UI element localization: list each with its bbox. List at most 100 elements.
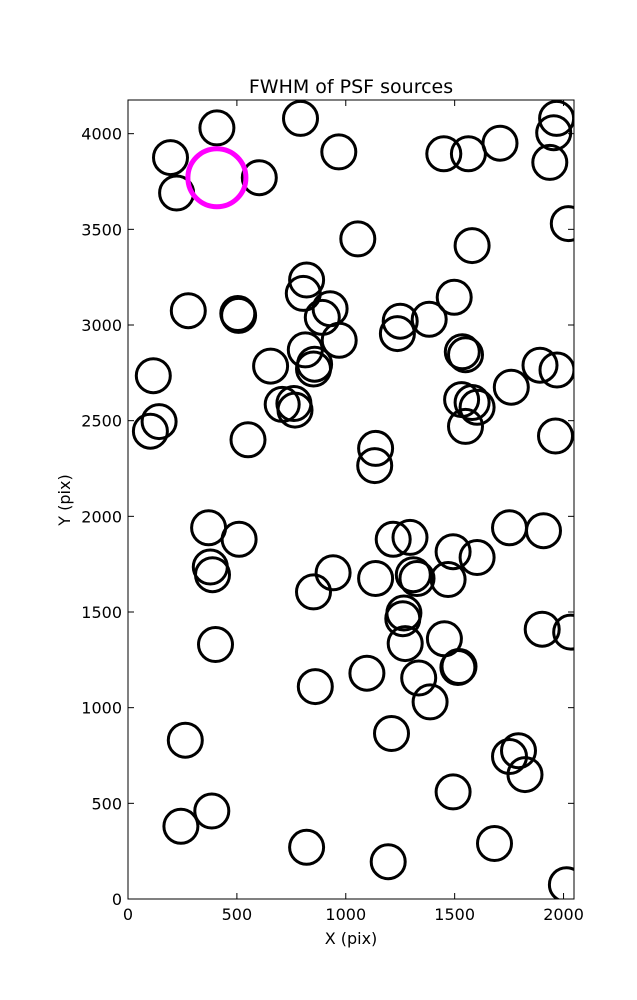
data-point-54 bbox=[391, 518, 429, 556]
data-point-1 bbox=[198, 109, 236, 147]
data-point-6 bbox=[320, 133, 358, 171]
data-point-56 bbox=[525, 512, 562, 550]
data-point-51 bbox=[190, 509, 228, 547]
data-point-11 bbox=[535, 114, 573, 152]
data-point-3 bbox=[152, 139, 189, 177]
data-point-16 bbox=[288, 261, 326, 299]
data-point-84 bbox=[166, 721, 204, 759]
data-point-12 bbox=[531, 143, 569, 181]
scatter-points bbox=[131, 100, 574, 899]
data-point-48 bbox=[537, 417, 574, 455]
data-point-33 bbox=[443, 333, 481, 371]
data-point-18 bbox=[169, 292, 207, 330]
y-tick-label: 1500 bbox=[81, 603, 122, 622]
data-point-74 bbox=[552, 613, 574, 651]
chart-title: FWHM of PSF sources bbox=[249, 76, 453, 98]
data-point-46 bbox=[492, 368, 530, 406]
data-point-86 bbox=[162, 807, 200, 845]
x-axis-label: X (pix) bbox=[325, 929, 378, 948]
y-axis-label: Y (pix) bbox=[55, 474, 74, 526]
data-point-55 bbox=[491, 509, 528, 547]
data-point-36 bbox=[538, 351, 574, 389]
data-point-66 bbox=[295, 573, 332, 611]
data-point-89 bbox=[369, 843, 407, 881]
data-point-39 bbox=[276, 391, 314, 429]
data-point-25 bbox=[410, 300, 448, 338]
y-tick-label: 4000 bbox=[81, 125, 122, 144]
y-tick-label: 0 bbox=[112, 890, 122, 909]
data-point-2 bbox=[282, 100, 319, 137]
data-point-40 bbox=[140, 403, 178, 441]
data-point-44 bbox=[453, 384, 491, 421]
x-tick-label: 0 bbox=[123, 905, 133, 924]
data-point-80 bbox=[373, 715, 410, 752]
data-point-22 bbox=[303, 298, 341, 336]
y-tick-label: 2000 bbox=[81, 507, 122, 526]
data-point-35 bbox=[521, 346, 559, 384]
data-point-45 bbox=[458, 388, 496, 426]
data-point-41 bbox=[131, 412, 169, 450]
data-point-72 bbox=[439, 649, 477, 686]
data-point-53 bbox=[374, 520, 412, 558]
data-point-85 bbox=[434, 773, 472, 811]
data-point-26 bbox=[435, 278, 473, 316]
y-tick-label: 1000 bbox=[81, 699, 122, 718]
data-point-14 bbox=[339, 220, 377, 258]
data-point-27 bbox=[320, 321, 358, 359]
data-point-78 bbox=[411, 683, 449, 721]
data-point-69 bbox=[386, 625, 424, 663]
data-point-32 bbox=[134, 357, 172, 395]
data-point-15 bbox=[453, 227, 491, 265]
data-point-79 bbox=[296, 668, 334, 706]
x-axis-ticks: 0 500 1000 1500 2000 bbox=[123, 100, 584, 924]
y-tick-label: 3500 bbox=[81, 220, 122, 239]
y-tick-label: 500 bbox=[91, 794, 122, 813]
data-point-8 bbox=[449, 135, 487, 173]
data-point-7 bbox=[425, 135, 463, 173]
data-point-91 bbox=[547, 866, 574, 899]
data-point-76 bbox=[348, 654, 386, 692]
y-axis-ticks: 0 500 1000 1500 2000 2500 3000 3500 4000 bbox=[81, 125, 574, 909]
plot-area-frame bbox=[127, 99, 575, 900]
data-point-9 bbox=[481, 124, 519, 162]
data-point-83 bbox=[506, 756, 544, 794]
data-point-20 bbox=[220, 296, 258, 334]
data-point-21 bbox=[311, 290, 349, 328]
data-point-68 bbox=[384, 600, 422, 638]
data-point-77 bbox=[400, 659, 438, 697]
data-point-49 bbox=[357, 429, 395, 467]
data-point-75 bbox=[197, 626, 234, 663]
data-point-62 bbox=[357, 560, 395, 597]
data-point-90 bbox=[476, 825, 513, 862]
data-point-31 bbox=[252, 347, 290, 385]
data-point-60 bbox=[194, 556, 231, 594]
y-tick-label: 3000 bbox=[81, 316, 122, 335]
data-point-82 bbox=[500, 732, 537, 770]
data-point-61 bbox=[314, 554, 352, 592]
data-point-23 bbox=[381, 302, 419, 340]
data-point-13 bbox=[549, 205, 574, 243]
data-point-47 bbox=[447, 407, 484, 445]
data-point-58 bbox=[458, 539, 496, 576]
data-point-30 bbox=[295, 350, 332, 388]
data-point-88 bbox=[288, 828, 326, 866]
data-point-73 bbox=[523, 610, 561, 648]
data-point-87 bbox=[193, 792, 231, 830]
x-tick-label: 2000 bbox=[543, 905, 584, 924]
x-tick-label: 1000 bbox=[325, 905, 366, 924]
data-point-57 bbox=[434, 533, 472, 571]
data-point-65 bbox=[429, 561, 467, 598]
x-tick-label: 500 bbox=[222, 905, 253, 924]
y-tick-label: 2500 bbox=[81, 412, 122, 431]
highlighted-point bbox=[185, 146, 249, 210]
data-point-64 bbox=[398, 560, 436, 597]
data-point-50 bbox=[356, 447, 394, 485]
data-point-42 bbox=[229, 421, 267, 459]
x-tick-label: 1500 bbox=[434, 905, 475, 924]
data-point-24 bbox=[378, 315, 416, 353]
highlighted-data-point bbox=[185, 146, 249, 210]
data-point-5 bbox=[240, 159, 278, 197]
data-point-52 bbox=[220, 520, 258, 558]
data-point-34 bbox=[447, 336, 484, 374]
